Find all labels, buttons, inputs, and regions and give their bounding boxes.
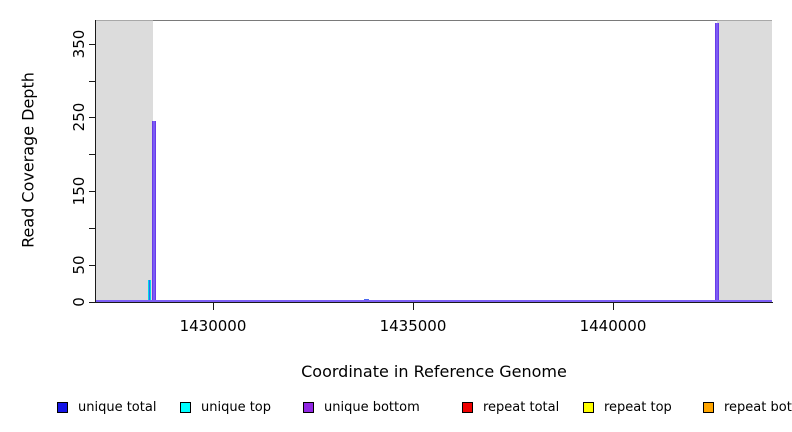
x-axis-line — [96, 302, 773, 303]
y-tick — [89, 265, 95, 267]
legend-label: repeat bottom — [724, 399, 792, 415]
masked-region — [717, 20, 772, 302]
legend-label: unique bottom — [324, 399, 420, 415]
spike-core — [148, 279, 150, 302]
y-tick — [89, 117, 95, 119]
legend-swatch-icon — [703, 401, 714, 413]
legend-swatch-icon — [583, 401, 594, 413]
legend-label: unique top — [201, 399, 272, 415]
y-axis-title: Read Coverage Depth — [18, 72, 38, 248]
legend-item-repeat-top: repeat top — [583, 399, 672, 415]
legend-item-unique-bottom: unique bottom — [303, 399, 420, 415]
y-tick-label: 50 — [70, 255, 88, 275]
y-tick-label: 250 — [70, 103, 88, 132]
y-tick — [89, 154, 95, 156]
legend-item-unique-total: unique total — [57, 399, 156, 415]
y-tick — [89, 191, 95, 193]
y-tick-label: 0 — [70, 297, 88, 307]
legend-item-repeat-bottom: repeat bottom — [703, 399, 792, 415]
legend-item-repeat-total: repeat total — [462, 399, 559, 415]
legend-swatch-icon — [462, 401, 473, 413]
legend-swatch-icon — [57, 401, 68, 413]
legend-item-unique-top: unique top — [180, 399, 271, 415]
x-tick-label: 1435000 — [379, 317, 447, 335]
coverage-baseline — [96, 300, 772, 303]
plot-area — [96, 20, 772, 303]
coverage-spike — [714, 22, 719, 302]
coverage-spike — [147, 279, 151, 302]
spike-core — [152, 121, 155, 302]
spike-core — [715, 22, 718, 302]
plot-top-border — [96, 20, 772, 21]
legend-swatch-icon — [303, 401, 314, 413]
y-tick — [89, 43, 95, 45]
y-tick — [89, 228, 95, 230]
legend-label: repeat top — [604, 399, 672, 415]
x-tick — [613, 303, 614, 310]
y-tick — [89, 80, 95, 82]
y-axis-line — [95, 20, 96, 303]
x-axis-title: Coordinate in Reference Genome — [301, 362, 567, 381]
x-tick-label: 1430000 — [179, 317, 247, 335]
coverage-spike — [151, 121, 156, 302]
legend-label: repeat total — [483, 399, 560, 415]
y-tick — [89, 302, 95, 303]
x-tick-label: 1440000 — [579, 317, 647, 335]
legend-swatch-icon — [180, 401, 191, 413]
legend-label: unique total — [78, 399, 157, 415]
masked-region — [96, 20, 153, 302]
x-tick — [213, 303, 214, 310]
y-tick-label: 350 — [70, 29, 88, 58]
x-tick — [413, 303, 414, 310]
y-tick-label: 150 — [70, 176, 88, 206]
